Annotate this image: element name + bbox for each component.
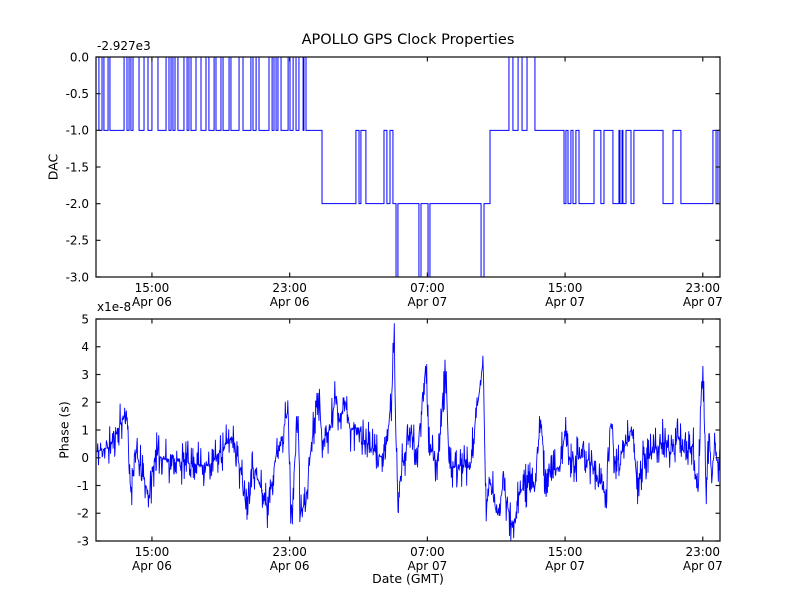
svg-text:3: 3 xyxy=(81,368,89,382)
svg-text:Apr 06: Apr 06 xyxy=(270,295,310,309)
dac-offset-label: -2.927e3 xyxy=(97,39,151,53)
svg-text:15:00: 15:00 xyxy=(135,281,170,295)
svg-text:15:00: 15:00 xyxy=(548,545,583,559)
svg-text:Apr 07: Apr 07 xyxy=(683,559,723,573)
svg-text:-1.5: -1.5 xyxy=(66,160,89,174)
svg-text:15:00: 15:00 xyxy=(135,545,170,559)
svg-text:23:00: 23:00 xyxy=(685,281,720,295)
svg-text:-1.0: -1.0 xyxy=(66,124,89,138)
svg-text:0.0: 0.0 xyxy=(70,50,89,64)
svg-text:-2.5: -2.5 xyxy=(66,234,89,248)
svg-text:23:00: 23:00 xyxy=(272,545,307,559)
x-axis-label: Date (GMT) xyxy=(372,571,444,586)
phase-y-axis-label: Phase (s) xyxy=(56,401,72,459)
svg-text:Apr 06: Apr 06 xyxy=(270,559,310,573)
svg-text:23:00: 23:00 xyxy=(685,545,720,559)
svg-text:07:00: 07:00 xyxy=(410,545,445,559)
svg-text:07:00: 07:00 xyxy=(410,281,445,295)
phase-offset-label: x1e-8 xyxy=(97,300,132,314)
svg-text:5: 5 xyxy=(81,312,89,326)
svg-text:23:00: 23:00 xyxy=(272,281,307,295)
svg-text:-1: -1 xyxy=(77,479,89,493)
svg-text:-0.5: -0.5 xyxy=(66,87,89,101)
chart-title: APOLLO GPS Clock Properties xyxy=(301,32,515,48)
svg-text:0: 0 xyxy=(81,451,89,465)
svg-text:Apr 07: Apr 07 xyxy=(407,295,447,309)
svg-text:4: 4 xyxy=(81,340,89,354)
svg-text:-2.0: -2.0 xyxy=(66,197,89,211)
svg-text:Apr 06: Apr 06 xyxy=(132,295,172,309)
svg-text:Apr 06: Apr 06 xyxy=(132,559,172,573)
svg-text:Apr 07: Apr 07 xyxy=(545,559,585,573)
svg-text:-2: -2 xyxy=(77,507,89,521)
svg-text:15:00: 15:00 xyxy=(548,281,583,295)
svg-text:-3.0: -3.0 xyxy=(66,270,89,284)
svg-text:Apr 07: Apr 07 xyxy=(407,559,447,573)
svg-text:Apr 07: Apr 07 xyxy=(545,295,585,309)
svg-text:1: 1 xyxy=(81,423,89,437)
svg-text:Apr 07: Apr 07 xyxy=(683,295,723,309)
svg-text:-3: -3 xyxy=(77,534,89,548)
dac-y-axis-label: DAC xyxy=(45,153,61,181)
svg-text:2: 2 xyxy=(81,396,89,410)
